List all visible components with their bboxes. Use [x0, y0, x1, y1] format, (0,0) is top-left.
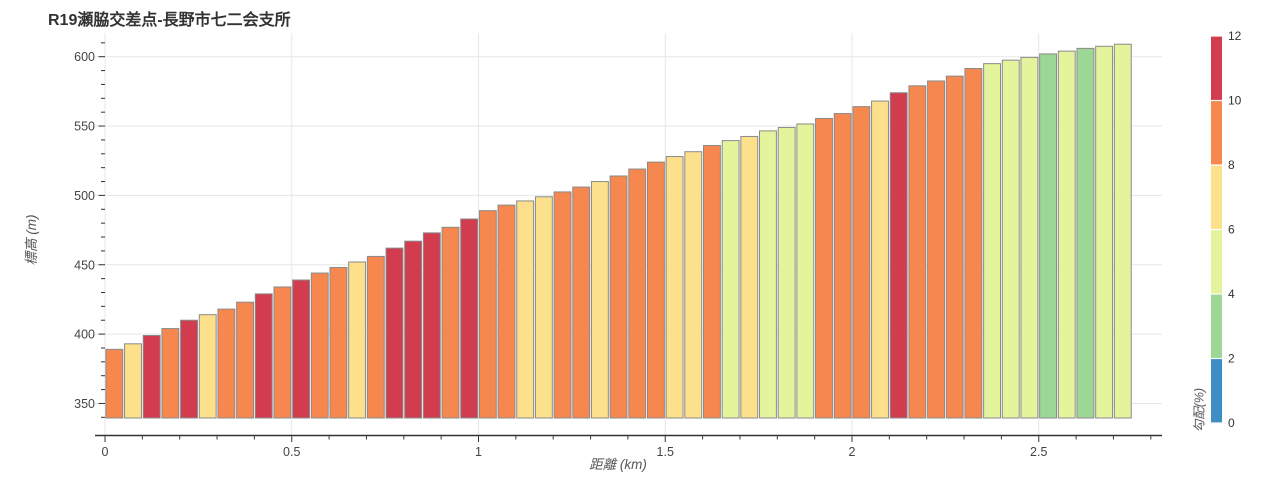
elevation-bar[interactable]	[590, 181, 609, 419]
elevation-bar[interactable]	[1113, 43, 1132, 419]
colorbar-segment	[1211, 36, 1222, 100]
elevation-bar[interactable]	[180, 319, 198, 419]
y-tick-label: 350	[74, 397, 95, 411]
elevation-bar[interactable]	[796, 123, 815, 419]
colorbar-tick-label: 0	[1228, 416, 1235, 430]
x-tick-label: 2	[849, 445, 856, 459]
x-tick-label: 0	[102, 445, 109, 459]
elevation-bar[interactable]	[348, 261, 367, 419]
x-tick-label: 0.5	[283, 445, 300, 459]
elevation-bar[interactable]	[908, 85, 927, 419]
chart-title: R19瀬脇交差点-長野市七二会支所	[48, 12, 291, 29]
x-tick-label: 1.5	[657, 445, 674, 459]
elevation-bar[interactable]	[1001, 59, 1020, 419]
elevation-bar[interactable]	[609, 175, 628, 419]
elevation-bar[interactable]	[1057, 50, 1076, 419]
elevation-bar[interactable]	[441, 226, 460, 419]
elevation-bar[interactable]	[815, 117, 833, 419]
colorbar-tick-label: 4	[1228, 287, 1235, 301]
elevation-bar[interactable]	[628, 168, 647, 419]
elevation-bar[interactable]	[292, 279, 311, 419]
colorbar-segment	[1211, 230, 1222, 294]
x-tick-label: 2.5	[1030, 445, 1047, 459]
elevation-bar[interactable]	[721, 140, 740, 419]
colorbar-tick-label: 12	[1228, 29, 1242, 43]
colorbar-tick-label: 6	[1228, 223, 1235, 237]
elevation-bar[interactable]	[142, 334, 161, 419]
colorbar-tick-label: 10	[1228, 94, 1242, 108]
elevation-bar[interactable]	[983, 63, 1002, 419]
elevation-bar[interactable]	[1076, 47, 1095, 419]
elevation-bar[interactable]	[759, 130, 777, 419]
elevation-bar[interactable]	[703, 144, 721, 419]
elevation-bar[interactable]	[217, 308, 236, 419]
colorbar-tick-label: 8	[1228, 158, 1235, 172]
elevation-bar[interactable]	[329, 267, 348, 419]
elevation-bar[interactable]	[665, 156, 684, 419]
elevation-bar[interactable]	[366, 255, 385, 419]
elevation-bar[interactable]	[1095, 45, 1114, 419]
elevation-bar[interactable]	[740, 135, 759, 419]
colorbar-segment	[1211, 359, 1222, 423]
elevation-bar[interactable]	[684, 151, 703, 419]
elevation-bar[interactable]	[553, 191, 572, 419]
elevation-bar[interactable]	[889, 92, 908, 419]
colorbar-segment	[1211, 294, 1222, 358]
elevation-bar[interactable]	[945, 75, 964, 419]
x-tick-label: 1	[475, 445, 482, 459]
y-tick-label: 450	[74, 258, 95, 272]
elevation-bar[interactable]	[777, 126, 796, 419]
elevation-bar[interactable]	[534, 196, 553, 419]
elevation-bar[interactable]	[852, 106, 871, 419]
elevation-bar[interactable]	[273, 286, 292, 419]
elevation-bar[interactable]	[460, 218, 479, 419]
elevation-bar[interactable]	[964, 67, 983, 419]
elevation-bar[interactable]	[161, 328, 180, 419]
elevation-bar[interactable]	[516, 200, 535, 419]
elevation-bar[interactable]	[236, 301, 255, 419]
elevation-bar[interactable]	[105, 348, 124, 419]
y-tick-label: 500	[74, 189, 95, 203]
elevation-bar[interactable]	[254, 293, 273, 419]
x-axis-title: 距離 (km)	[589, 457, 647, 472]
elevation-bar[interactable]	[478, 210, 497, 419]
elevation-bar[interactable]	[497, 204, 516, 419]
colorbar-title: 勾配(%)	[1192, 387, 1207, 433]
colorbar-segment	[1211, 101, 1222, 165]
elevation-bar[interactable]	[404, 240, 423, 419]
y-tick-label: 600	[74, 50, 95, 64]
elevation-bar[interactable]	[1039, 53, 1058, 419]
y-tick-label: 400	[74, 328, 95, 342]
elevation-bar[interactable]	[927, 80, 945, 419]
elevation-bar[interactable]	[310, 272, 329, 419]
colorbar-tick-label: 2	[1228, 352, 1235, 366]
y-tick-label: 550	[74, 120, 95, 134]
elevation-bar[interactable]	[198, 314, 217, 419]
elevation-bar[interactable]	[422, 232, 441, 419]
elevation-bar[interactable]	[124, 343, 142, 419]
elevation-bar[interactable]	[646, 161, 665, 419]
elevation-bar[interactable]	[871, 100, 889, 419]
colorbar-segment	[1211, 165, 1222, 229]
elevation-bar[interactable]	[1020, 56, 1039, 419]
elevation-bar[interactable]	[385, 247, 404, 419]
y-axis-title: 標高 (m)	[24, 214, 39, 266]
elevation-bar[interactable]	[572, 186, 591, 419]
elevation-bar[interactable]	[833, 113, 852, 419]
